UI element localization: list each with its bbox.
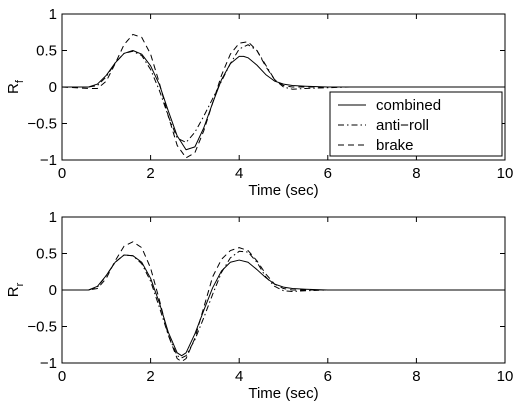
- x-tick-label: 8: [412, 368, 420, 385]
- series-line-combined: [62, 50, 505, 151]
- series-line-brake: [62, 241, 505, 363]
- y-axis-label-main: R: [5, 83, 22, 94]
- x-tick-label: 0: [58, 368, 66, 385]
- legend-entry: brake: [376, 137, 414, 154]
- series-line-antiroll: [62, 44, 505, 143]
- x-tick-label: 0: [58, 165, 66, 182]
- y-tick-label: 0: [49, 79, 57, 96]
- y-tick-label: 0.5: [36, 43, 57, 60]
- series-line-brake: [62, 33, 505, 159]
- y-axis-label-main: R: [5, 286, 22, 297]
- x-tick-label: 6: [324, 165, 332, 182]
- x-tick-label: 6: [324, 368, 332, 385]
- y-axis-label-group: Rf: [5, 79, 26, 94]
- panel-2: 0 2 4 6 8 10 −1 −0.5 0 0.5 1 Time (sec) Rr: [5, 209, 513, 402]
- y-tick-label: −0.5: [27, 319, 57, 336]
- data-lines: [62, 33, 505, 159]
- series-line-combined: [62, 254, 505, 357]
- x-tick-label: 2: [146, 165, 154, 182]
- x-axis-label: Time (sec): [248, 385, 318, 402]
- y-axis-label-group: Rr: [5, 282, 26, 297]
- x-tick-label: 10: [497, 368, 514, 385]
- y-axis-label-subscript: r: [14, 282, 26, 286]
- y-tick-label: 0.5: [36, 246, 57, 263]
- y-tick-label: −0.5: [27, 116, 57, 133]
- y-tick-label: 1: [49, 6, 57, 23]
- legend-entry: combined: [376, 97, 441, 114]
- x-tick-label: 8: [412, 165, 420, 182]
- y-tick-label: −1: [40, 152, 57, 169]
- y-axis-label: Rr: [5, 282, 26, 297]
- y-axis-label: Rf: [5, 79, 26, 94]
- y-tick-label: 0: [49, 282, 57, 299]
- y-tick-label: −1: [40, 355, 57, 372]
- y-tick-label: 1: [49, 209, 57, 226]
- x-tick-label: 2: [146, 368, 154, 385]
- x-tick-label: 4: [235, 165, 243, 182]
- legend-entry: anti−roll: [376, 117, 429, 134]
- y-axis-label-subscript: f: [14, 79, 26, 83]
- series-line-antiroll: [62, 250, 505, 359]
- x-axis-label: Time (sec): [248, 182, 318, 199]
- x-tick-label: 4: [235, 368, 243, 385]
- data-lines: [62, 241, 505, 363]
- panel-1: 0 2 4 6 8 10 −1 −0.5 0 0.5 1 Time (sec) Rf combined an…: [5, 6, 513, 199]
- legend: combined anti−roll brake: [329, 91, 503, 157]
- x-tick-label: 10: [497, 165, 514, 182]
